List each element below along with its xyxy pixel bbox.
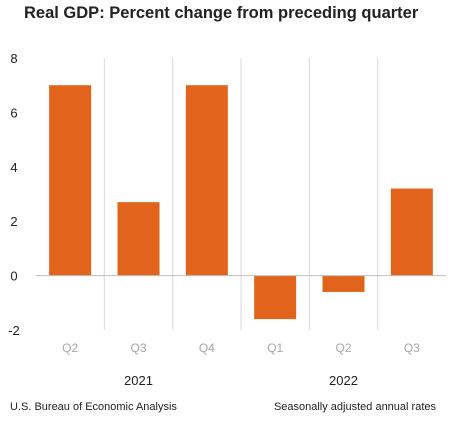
- y-tick-label: 2: [10, 214, 17, 229]
- y-tick-label: 6: [10, 105, 17, 120]
- y-tick-label: 8: [10, 51, 17, 66]
- x-tick-label: Q1: [267, 341, 283, 355]
- bar: [254, 275, 297, 320]
- x-tick-label: Q2: [335, 341, 351, 355]
- x-tick-label: Q3: [130, 341, 146, 355]
- rates-note: Seasonally adjusted annual rates: [273, 401, 436, 413]
- bar: [117, 202, 160, 276]
- bar: [322, 275, 365, 292]
- bar: [185, 85, 228, 276]
- source-note: U.S. Bureau of Economic Analysis: [10, 401, 177, 413]
- bar: [49, 85, 92, 276]
- x-tick-label: Q4: [199, 341, 215, 355]
- bar-chart: 8 6 4 2 0 -2 Q2 Q3 Q4 Q1 Q2 Q3 2021 2022: [8, 51, 446, 388]
- x-tick-label: Q2: [62, 341, 78, 355]
- x-tick-label: Q3: [404, 341, 420, 355]
- bar: [390, 188, 433, 276]
- year-group-label: 2022: [329, 373, 358, 388]
- year-group-label: 2021: [124, 373, 153, 388]
- y-tick-label: 0: [10, 269, 17, 284]
- y-tick-label: 4: [10, 160, 17, 175]
- chart-title: Real GDP: Percent change from preceding …: [24, 4, 419, 22]
- y-tick-label: -2: [8, 323, 20, 338]
